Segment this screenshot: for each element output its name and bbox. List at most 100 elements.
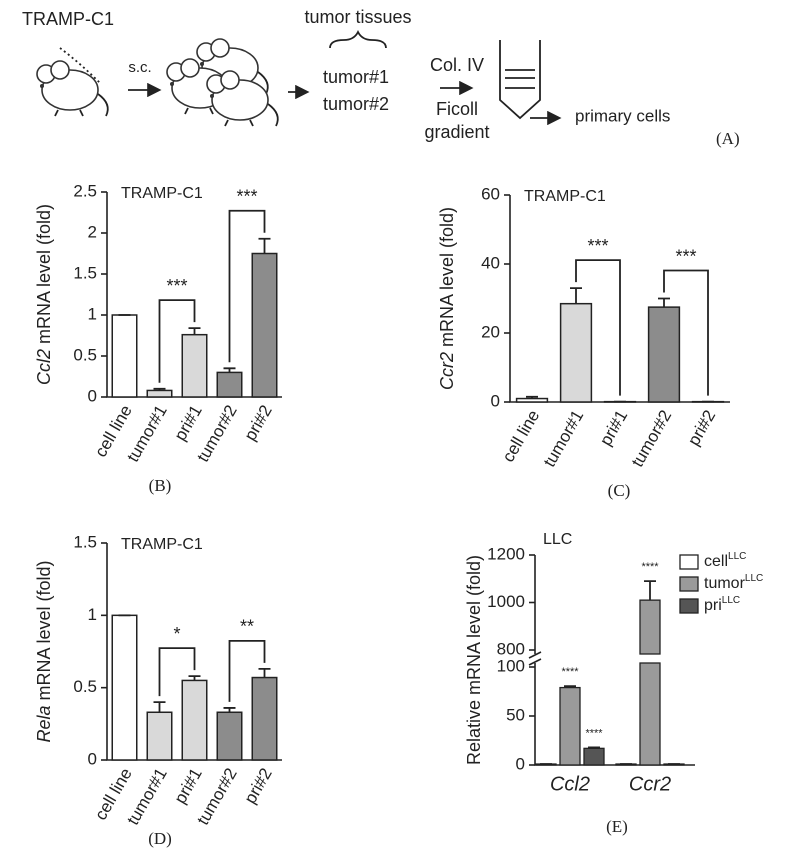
route-label: s.c. [128,59,151,76]
bar [559,302,593,403]
x-tick-label: cell line [499,407,544,466]
bar [639,599,661,766]
y-tick-label: 0 [491,391,500,410]
significance-label: *** [675,246,696,266]
legend-superscript: LLC [728,551,746,562]
x-tick-label: Ccl2 [550,773,590,795]
bar [111,614,138,761]
significance-label: *** [587,236,608,256]
y-axis-label-gene: Ccl2 [34,349,54,385]
significance-label: *** [166,276,187,296]
error-bar [526,395,538,399]
panel-label: (E) [606,817,628,836]
y-tick-label: 800 [497,639,525,658]
error-bar [153,701,166,713]
legend-label: tumorLLC [704,573,763,593]
y-tick-label: 1000 [487,592,525,611]
tissues-label: tumor tissues [304,7,411,27]
y-tick-label: 0.5 [73,677,97,696]
y-axis-label: Ccl2 mRNA level (fold) [34,204,54,385]
legend-label: cellLLC [704,551,746,571]
y-tick-label: 60 [481,184,500,203]
x-tick-label: pri#2 [684,407,719,449]
y-tick-label: 1.5 [73,532,97,551]
y-axis-label: Rela mRNA level (fold) [34,560,54,742]
significance-bracket [575,259,621,396]
bar-lower [639,662,661,766]
legend-label: priLLC [704,595,740,615]
significance-label: **** [585,727,603,739]
bar [251,676,278,761]
x-tick-label: Ccr2 [629,773,671,795]
y-tick-label: 40 [481,253,500,272]
step-label: Ficoll [436,99,478,119]
y-axis-label: Relative mRNA level (fold) [464,555,484,765]
x-tick-label: pri#2 [240,765,275,807]
bar [251,252,278,398]
error-bar [188,675,201,681]
legend-name: cell [704,553,728,570]
legend-superscript: LLC [745,573,763,584]
significance-label: *** [236,186,257,206]
panel-label: (C) [608,481,631,500]
chart-title: TRAMP-C1 [121,185,203,202]
legend-name: pri [704,597,722,614]
bar [181,679,208,761]
legend-swatch [679,554,699,570]
step-label: gradient [424,122,489,142]
significance-bracket [228,639,266,702]
error-bar [223,707,236,713]
y-tick-label: 2 [88,222,97,241]
error-bar [564,685,576,688]
y-tick-label: 1200 [487,544,525,563]
bar [647,306,681,403]
significance-bracket [158,299,196,383]
bar-upper [639,599,661,655]
error-bar [258,667,271,678]
y-tick-label: 0 [516,754,525,773]
error-bar [258,237,271,254]
y-tick-label: 2.5 [73,181,97,200]
error-bar [570,287,582,304]
significance-label: * [173,624,180,644]
bar [181,333,208,398]
x-tick-label: pri#1 [170,402,205,444]
panel-label: (A) [716,129,740,148]
bar [146,711,173,761]
y-axis-label-text: mRNA level (fold) [437,207,457,347]
panel-a: TRAMP-C1 s.c. tumor tissues tumor#1 tumo… [22,7,740,148]
source-label: TRAMP-C1 [22,9,114,29]
y-axis-label-text: mRNA level (fold) [34,560,54,700]
y-tick-label: 0.5 [73,345,97,364]
x-tick-label: pri#1 [170,765,205,807]
bar [583,747,605,766]
significance-bracket [663,269,709,396]
significance-bracket [158,647,196,697]
y-axis-label-text: mRNA level (fold) [34,204,54,344]
x-tick-label: tumor#2 [628,407,676,471]
y-axis-label-gene: Ccr2 [437,352,457,390]
enzyme-label: Col. IV [430,55,484,75]
x-tick-label: pri#1 [596,407,631,449]
y-axis-label-gene: Rela [34,706,54,743]
chart-title: TRAMP-C1 [121,536,203,553]
error-bar [188,327,201,335]
chart-title: TRAMP-C1 [524,188,606,205]
tube [499,40,541,120]
chart-title: LLC [543,531,572,548]
panel-label: (D) [148,829,172,848]
bar [146,389,173,398]
legend-swatch [679,576,699,592]
error-bar [588,746,600,749]
y-tick-label: 0 [88,749,97,768]
y-tick-label: 1.5 [73,263,97,282]
axis-break [528,651,542,666]
x-tick-label: tumor#1 [540,407,588,471]
significance-label: **** [561,666,579,678]
panel-label: (B) [149,476,172,495]
legend-swatch [679,598,699,614]
product-label: primary cells [575,106,670,125]
significance-label: ** [240,617,254,637]
tumor-label: tumor#2 [323,94,389,114]
error-bar [153,387,166,391]
